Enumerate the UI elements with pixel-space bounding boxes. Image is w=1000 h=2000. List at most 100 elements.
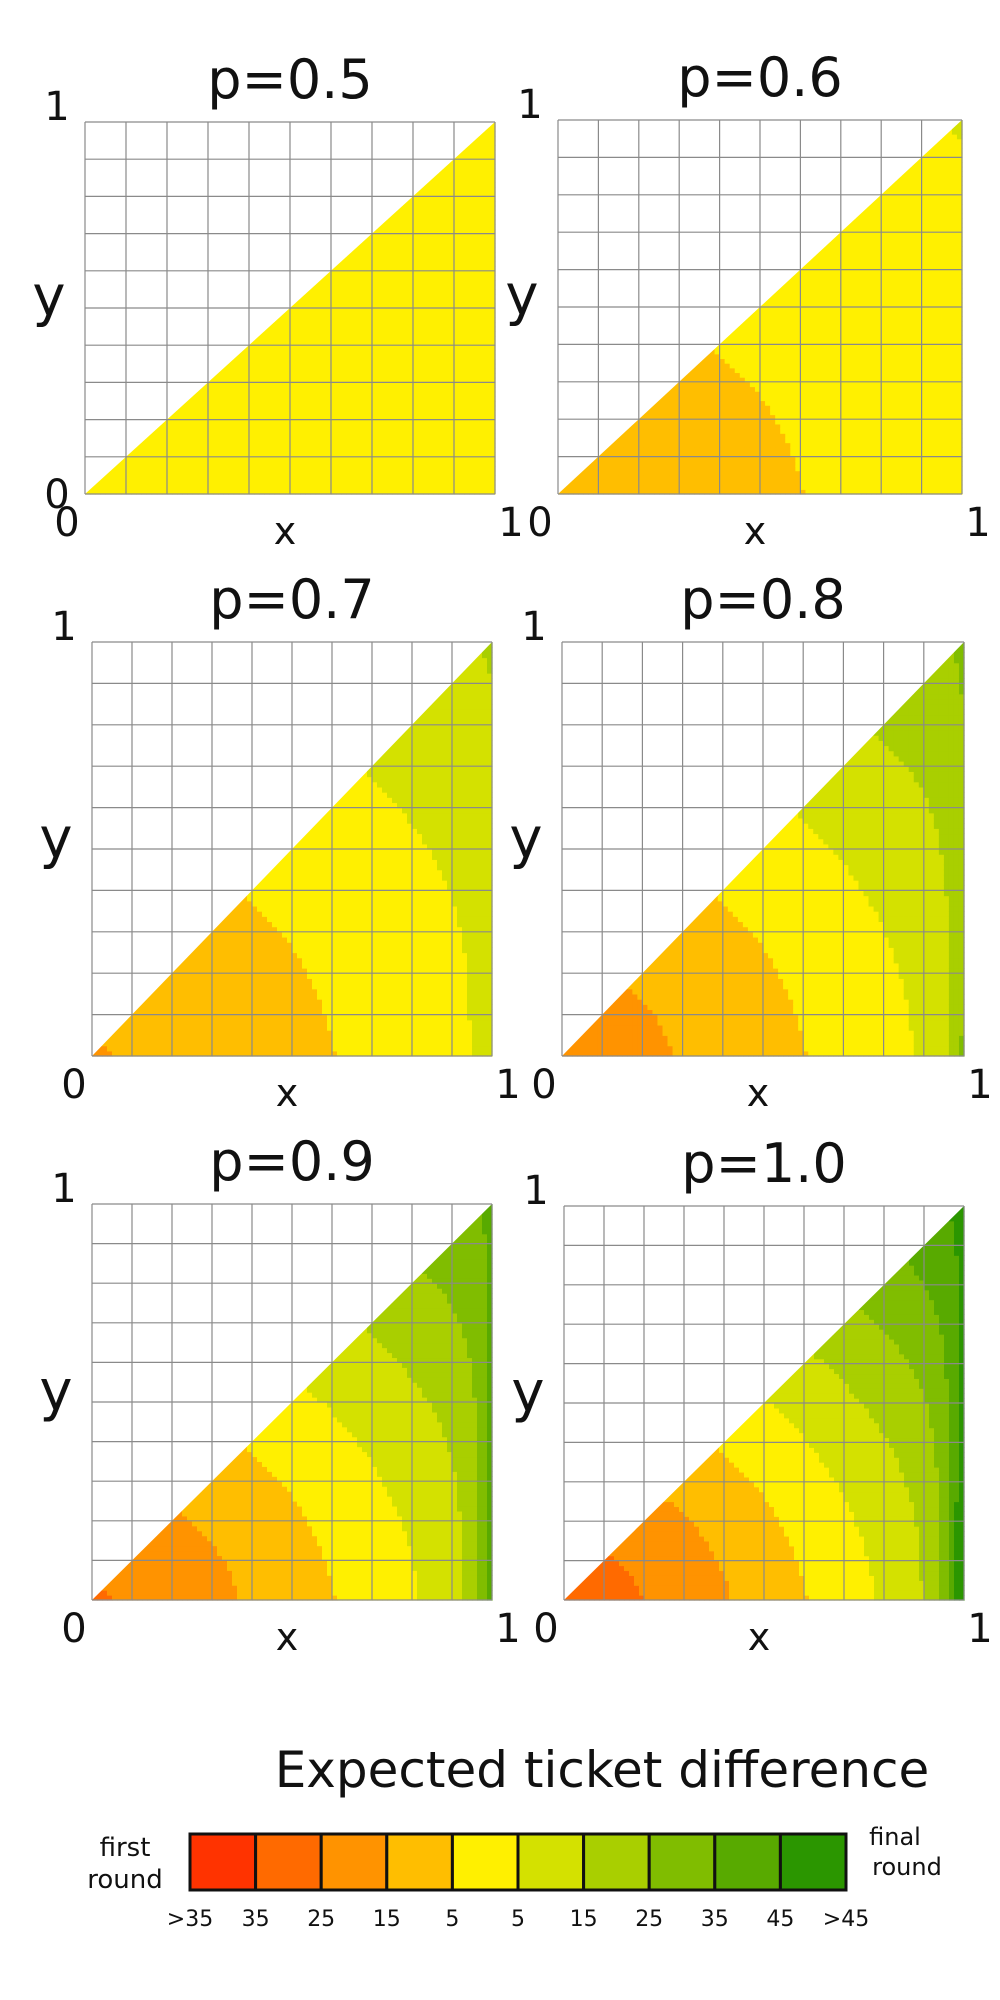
heat-cell [284, 401, 291, 407]
heat-cell [346, 275, 353, 281]
heat-cell [418, 238, 424, 244]
heat-cell [356, 321, 363, 328]
heat-cell [835, 442, 842, 448]
heat-cell [464, 466, 470, 472]
heat-cell [479, 312, 486, 318]
heat-cell [249, 345, 255, 351]
heat-cell [749, 391, 756, 397]
heat-cell [310, 340, 317, 346]
heat-cell [563, 489, 569, 495]
heat-cell [177, 466, 183, 472]
heat-cell [603, 479, 610, 486]
heat-cell [830, 269, 837, 275]
heat-cell [197, 480, 204, 486]
heat-cell [356, 242, 363, 249]
heat-cell [489, 321, 496, 328]
heat-cell [830, 321, 837, 327]
heat-cell [418, 261, 424, 267]
heat-cell [413, 377, 419, 383]
heat-cell [433, 335, 440, 342]
heat-cell [479, 261, 486, 267]
heat-cell [795, 465, 801, 472]
heat-cell [351, 294, 358, 300]
heat-cell [208, 484, 214, 490]
heat-cell [489, 252, 496, 258]
heat-cell [739, 447, 746, 453]
heat-cell [356, 354, 363, 360]
heat-cell [765, 489, 771, 495]
heat-cell [382, 442, 388, 449]
heat-cell [653, 470, 660, 476]
heat-cell [719, 381, 726, 388]
heat-cell [223, 391, 230, 397]
heat-cell [156, 475, 163, 481]
heat-cell [438, 414, 445, 421]
heat-cell [464, 433, 470, 439]
heat-cell [382, 461, 388, 467]
heat-cell [392, 414, 399, 421]
heat-cell [397, 470, 404, 476]
heat-cell [310, 312, 317, 318]
heat-cell [734, 428, 741, 434]
heat-cell [361, 261, 368, 267]
heat-cell [820, 391, 827, 397]
heat-cell [464, 373, 470, 379]
heat-cell [795, 428, 801, 434]
heat-cell [633, 470, 640, 476]
heat-cell [820, 437, 827, 444]
heat-cell [402, 335, 409, 342]
heat-cell [714, 400, 721, 406]
heat-cell [770, 372, 776, 378]
heat-cell [407, 387, 414, 393]
heat-cell [418, 256, 424, 263]
heat-cell [443, 177, 450, 184]
heat-cell [770, 292, 776, 299]
heat-cell [372, 233, 378, 239]
heat-cell [479, 475, 486, 481]
heat-cell [331, 308, 337, 314]
heat-cell [815, 433, 822, 439]
heat-cell [382, 382, 388, 388]
heat-cell [325, 442, 332, 449]
heat-cell [474, 447, 481, 453]
heat-cell [428, 396, 435, 402]
heat-cell [382, 298, 388, 304]
heat-cell [443, 238, 450, 244]
heat-cell [734, 442, 741, 448]
heat-cell [734, 358, 741, 364]
heat-cell [192, 442, 199, 449]
heat-cell [387, 298, 394, 304]
heat-cell [423, 256, 429, 263]
heat-cell [295, 475, 301, 481]
heat-cell [238, 405, 245, 411]
heat-cell [397, 405, 404, 411]
heat-cell [315, 340, 322, 346]
heat-cell [729, 367, 736, 374]
heat-cell [780, 311, 786, 317]
heat-cell [413, 331, 419, 337]
heat-cell [448, 270, 455, 277]
heat-cell [433, 345, 440, 351]
heat-cell [684, 377, 690, 383]
heat-cell [243, 396, 250, 402]
heat-cell [448, 442, 455, 449]
heat-cell [699, 419, 706, 425]
heat-cell [356, 266, 363, 272]
heat-cell [489, 447, 496, 453]
heat-cell [331, 452, 337, 458]
heat-cell [709, 405, 716, 411]
heat-cell [366, 442, 373, 449]
heat-cell [448, 401, 455, 407]
heat-cell [264, 377, 271, 383]
heat-cell [182, 401, 189, 407]
heat-cell [704, 475, 711, 481]
heat-cell [653, 465, 660, 472]
heat-cell [290, 303, 296, 309]
heat-cell [402, 359, 409, 365]
heat-cell [489, 405, 496, 411]
heat-cell [372, 261, 378, 267]
heat-cell [208, 401, 214, 407]
heat-cell [366, 340, 373, 346]
heat-cell [840, 451, 847, 458]
heat-cell [739, 409, 746, 416]
